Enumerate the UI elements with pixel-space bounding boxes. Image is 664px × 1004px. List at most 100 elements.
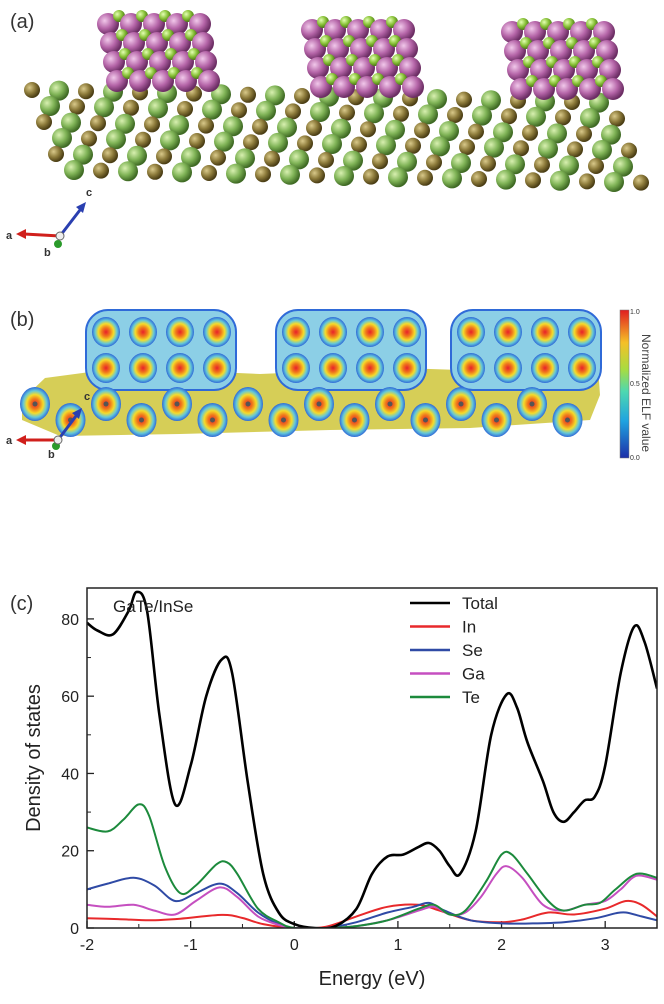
te-atom [195, 51, 217, 73]
te-atom [175, 70, 197, 92]
axis-b-label: b [44, 247, 51, 259]
atom-center [565, 417, 570, 423]
te-atom [373, 38, 395, 60]
te-atom [533, 78, 555, 100]
axis-c-label: c [86, 187, 92, 199]
elf-lobe [319, 317, 347, 347]
te-atom [573, 40, 595, 62]
se-atom [426, 154, 442, 171]
legend-label-ga: Ga [462, 665, 485, 684]
in-atom [280, 164, 300, 185]
axis-triad-b: a c b [6, 391, 90, 461]
dos-axes: -2 -1 0 1 2 3 0 20 40 60 80 [61, 612, 610, 954]
chart-annotation: GaTe/InSe [113, 597, 193, 616]
colorbar-label: Normalized ELF value [639, 334, 653, 452]
te-atom [553, 59, 575, 81]
se-atom [135, 131, 151, 148]
in-atom [334, 166, 354, 186]
te-atom [570, 21, 592, 43]
se-atom [567, 141, 583, 158]
te-atom [347, 19, 369, 41]
elf-lobe [457, 317, 485, 347]
colorbar-mid: 0.5 [630, 381, 640, 388]
in-atom [343, 150, 363, 171]
se-atom [513, 140, 529, 157]
atom-center [174, 401, 180, 407]
colorbar-max: 1.0 [630, 309, 640, 316]
se-atom [36, 114, 52, 130]
se-atom [471, 171, 487, 187]
atom-center [423, 417, 428, 423]
atom-center [281, 417, 286, 423]
te-atom [106, 70, 128, 92]
in-atom [559, 155, 579, 176]
te-atom [550, 40, 572, 62]
in-atom [484, 137, 504, 158]
se-atom [24, 82, 40, 98]
in-atom [505, 154, 525, 175]
in-atom [73, 144, 93, 165]
in-atom [601, 124, 621, 145]
elf-lobe [356, 317, 384, 347]
legend: Total In Se Ga Te [410, 594, 498, 707]
x-tick-label: 2 [497, 937, 506, 954]
se-atom [90, 115, 106, 132]
se-atom [480, 155, 496, 172]
atom-center [458, 401, 464, 407]
in-atom [439, 121, 459, 141]
te-atom [350, 38, 372, 60]
series-line-in [87, 899, 657, 928]
se-atom [156, 148, 172, 165]
elf-lobe [282, 317, 310, 347]
te-atom [100, 32, 122, 54]
atom-center [316, 401, 322, 407]
se-atom [123, 99, 139, 116]
in-atom [310, 102, 330, 122]
elf-lobe [203, 317, 231, 347]
elf-lobe [92, 353, 120, 383]
elf-lobe [531, 317, 559, 347]
se-atom [252, 118, 268, 135]
in-atom [496, 169, 516, 190]
in-atom [160, 130, 180, 151]
elf-lobe [356, 353, 384, 383]
te-atom [330, 57, 352, 79]
se-atom [621, 142, 637, 159]
se-atom [633, 174, 649, 191]
in-atom [52, 128, 72, 148]
te-atom [527, 40, 549, 62]
in-atom [49, 80, 69, 101]
panel-c-label: (c) [10, 593, 33, 615]
te-atom [198, 70, 220, 92]
elf-lobe [393, 317, 421, 347]
te-atom [149, 51, 171, 73]
in-atom [322, 134, 342, 154]
te-atom [547, 21, 569, 43]
in-atom [580, 108, 600, 128]
se-atom [297, 135, 313, 152]
in-atom [214, 131, 234, 152]
in-atom [64, 160, 84, 180]
in-atom [148, 98, 168, 119]
panel-b-label: (b) [10, 309, 34, 331]
in-atom [592, 140, 612, 160]
y-axis-label: Density of states [23, 684, 45, 832]
se-atom [447, 107, 463, 123]
in-atom [172, 162, 192, 183]
te-atom [189, 13, 211, 35]
te-atom [301, 19, 323, 41]
in-atom [427, 89, 447, 109]
se-atom [189, 133, 205, 149]
y-tick-label: 80 [61, 612, 79, 629]
te-atom [596, 40, 618, 62]
se-atom [294, 88, 310, 104]
atom-center [352, 417, 357, 423]
in-atom [526, 106, 546, 127]
elf-lobe [494, 317, 522, 347]
te-atom [396, 38, 418, 60]
se-atom [588, 158, 604, 174]
elf-lobe [568, 353, 596, 383]
series-line-te [87, 803, 657, 928]
